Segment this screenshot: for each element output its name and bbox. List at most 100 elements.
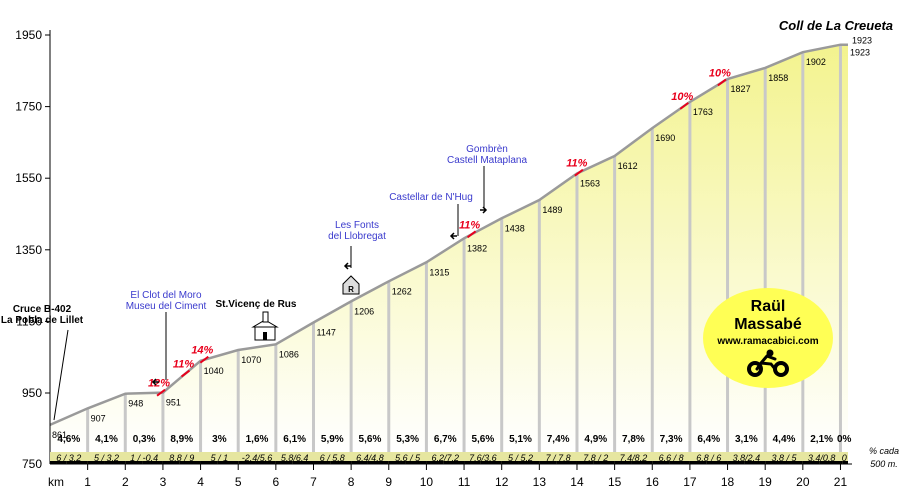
elevation-label: 1923 [852,36,872,46]
km-grade-label: 3% [212,434,227,445]
half-km-marker [426,461,444,464]
km-grade-label: 0,3% [133,434,156,445]
half-km-grade-label: 7,4/8,2 [620,453,648,463]
half-km-marker [313,461,331,464]
km-grade-label: 5,1% [509,434,532,445]
half-km-marker [200,461,218,464]
half-km-marker [819,461,841,464]
half-km-grade-label: 6 / 3,2 [56,453,81,463]
peak-grade-label: 11% [459,219,480,231]
peak-grade-marker [180,369,191,378]
half-km-grade-label: 5 / 5,2 [508,453,533,463]
half-km-grade-label: 5,8/6,4 [281,453,309,463]
km-grade-label: 7,8% [622,434,645,445]
km-grade-label: 3,1% [735,434,758,445]
half-km-marker [330,461,352,464]
half-km-marker [217,461,239,464]
y-tick-label: 1150 [16,314,42,328]
half-km-marker [518,461,540,464]
x-tick-label: 19 [759,475,773,489]
author-badge: Raül Massabé www.ramacabici.com [703,288,833,388]
x-tick-label: 6 [273,475,280,489]
km-grade-label: 6,4% [697,434,720,445]
half-km-marker [556,461,577,464]
km-grade-label: 4,9% [584,434,607,445]
elevation-label: 1858 [768,73,788,83]
peak-grade-marker [679,102,689,110]
x-tick-label: 17 [683,475,697,489]
y-tick-label: 1550 [15,171,42,185]
elevation-label: 1690 [655,133,675,143]
peak-grade-label: 14% [191,345,213,357]
half-km-marker [842,461,848,464]
half-km-marker [405,461,427,464]
km-grade-label: 7,3% [660,434,683,445]
elevation-label: 1086 [279,349,299,359]
peak-grade-marker [574,168,584,177]
x-tick-label: 7 [310,475,317,489]
half-km-marker [87,461,105,464]
place-label: Castellar de N'Hug [389,192,473,203]
half-km-grade-label: 6,2/7,2 [431,453,459,463]
half-km-grade-label: 1 / -0,4 [130,453,158,463]
peak-grade-marker [717,78,727,87]
half-km-grade-label: 3,8 / 5 [771,453,797,463]
half-km-grade-label: 3,4/0,8 [808,453,836,463]
km-grade-label: 5,3% [396,434,419,445]
place-label: del Llobregat [328,231,386,242]
elevation-label: 1489 [542,205,562,215]
y-tick-label: 750 [22,457,42,471]
km-grade-label: 6,1% [283,434,306,445]
x-tick-label: 4 [197,475,204,489]
turn-arrow-icon [343,262,351,270]
x-tick-label: 20 [796,475,810,489]
elevation-label: 1070 [241,355,261,365]
half-km-marker [292,461,314,464]
km-grade-label: 1,6% [246,434,269,445]
half-km-marker [765,461,783,464]
turn-arrow-icon [449,232,457,240]
x-tick-label: 9 [385,475,392,489]
half-km-marker [802,461,820,464]
half-km-marker [689,461,707,464]
half-km-marker [351,461,368,464]
refuge-icon: R [342,275,360,295]
elevation-label: 1040 [204,366,224,376]
half-km-marker [576,461,594,464]
grade-interval-note: 500 m. [870,459,898,469]
half-km-grade-label: -2,4/5,6 [242,453,273,463]
half-km-marker [238,461,256,464]
svg-text:R: R [348,285,354,294]
place-label: Cruce B-402 [13,304,72,315]
x-tick-label: 14 [570,475,584,489]
x-tick-label: 15 [608,475,622,489]
half-km-marker [669,461,690,464]
half-km-marker [840,461,843,464]
y-tick-label: 950 [22,386,42,400]
elevation-label: 1147 [316,327,335,337]
place-pointer [53,329,69,421]
elevation-label: 1438 [505,223,525,233]
elevation-label: 1612 [618,161,638,171]
km-grade-label: 6,7% [434,434,457,445]
km-grade-label: 5,9% [321,434,344,445]
half-km-marker [593,461,615,464]
x-tick-label: 3 [160,475,167,489]
half-km-marker [443,461,465,464]
cyclist-icon [747,349,789,377]
peak-grade-marker [466,230,477,239]
half-km-marker [464,461,481,464]
half-km-marker [727,461,745,464]
peak-grade-label: 10% [671,91,693,103]
elevation-label: 1563 [580,179,600,189]
half-km-grade-label: 3,8/2,4 [733,453,761,463]
half-km-marker [501,461,519,464]
half-km-marker [631,461,653,464]
badge-name-line2: Massabé [734,316,802,333]
church-icon [251,311,279,341]
km-grade-label: 5,6% [471,434,494,445]
x-tick-label: 13 [533,475,547,489]
x-tick-label: 5 [235,475,242,489]
elevation-label: 1827 [731,84,751,94]
x-tick-label: 12 [495,475,509,489]
